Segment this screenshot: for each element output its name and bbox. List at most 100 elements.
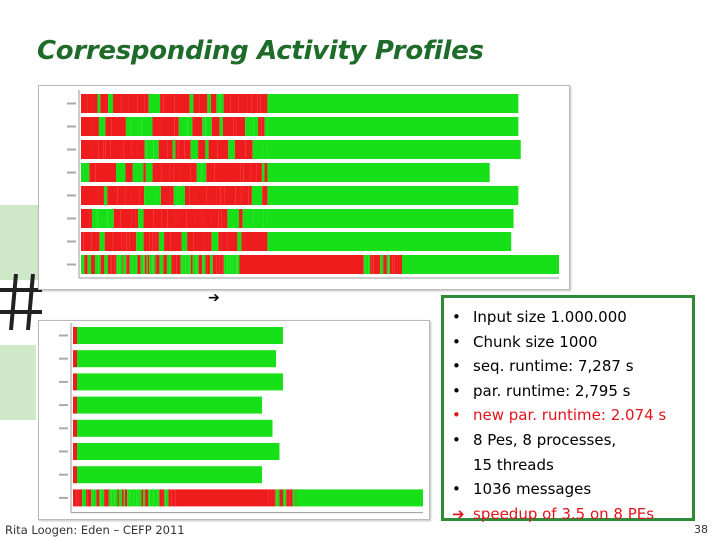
activity-segment [229, 163, 241, 182]
activity-segment [152, 163, 162, 182]
activity-segment [178, 209, 187, 228]
row-label-mark [59, 357, 68, 360]
row-label-mark [59, 380, 68, 383]
activity-segment [136, 232, 144, 251]
activity-segment [155, 232, 159, 251]
activity-segment [176, 255, 181, 274]
activity-segment [125, 163, 133, 182]
activity-segment [82, 255, 85, 274]
row-label-mark [67, 217, 76, 220]
activity-segment [114, 489, 118, 507]
activity-segment [174, 117, 179, 136]
activity-segment [152, 255, 154, 274]
activity-segment [153, 209, 162, 228]
activity-segment [188, 255, 191, 274]
activity-segment [105, 489, 109, 507]
activity-segment [111, 255, 115, 274]
info-item-threads: 15 threads [473, 455, 554, 474]
activity-segment [118, 489, 122, 507]
activity-segment [77, 466, 262, 484]
row-label-mark [59, 450, 68, 453]
activity-segment [224, 186, 236, 205]
activity-segment [137, 140, 145, 159]
activity-segment [194, 117, 203, 136]
activity-segment [267, 117, 519, 136]
activity-segment [222, 117, 234, 136]
page-number: 38 [694, 523, 708, 536]
activity-segment [251, 186, 263, 205]
activity-segment [234, 255, 237, 274]
activity-segment [123, 232, 127, 251]
activity-segment [223, 94, 231, 113]
activity-segment [401, 255, 559, 274]
activity-segment [262, 186, 268, 205]
activity-segment [392, 255, 395, 274]
activity-segment [205, 255, 208, 274]
activity-segment [130, 186, 140, 205]
activity-segment [116, 117, 126, 136]
activity-segment [202, 255, 206, 274]
activity-segment [81, 94, 88, 113]
activity-segment [146, 140, 154, 159]
activity-segment [207, 94, 211, 113]
slide-title: Corresponding Activity Profiles [37, 36, 484, 66]
activity-segment [139, 186, 145, 205]
activity-segment [116, 255, 118, 274]
activity-segment [91, 209, 98, 228]
activity-segment [210, 209, 219, 228]
activity-segment [77, 419, 273, 437]
activity-segment [196, 163, 202, 182]
activity-segment [175, 140, 179, 159]
activity-segment [219, 94, 224, 113]
activity-segment [202, 117, 206, 136]
activity-segment [91, 489, 94, 507]
activity-segment [119, 255, 123, 274]
activity-segment [236, 255, 238, 274]
activity-segment [99, 232, 105, 251]
info-item-new-par-runtime: • new par. runtime: 2.074 s [452, 406, 667, 425]
activity-segment [83, 232, 92, 251]
activity-segment [292, 489, 296, 507]
activity-segment [239, 209, 243, 228]
activity-segment [244, 232, 255, 251]
activity-segment [216, 94, 220, 113]
activity-segment [164, 232, 171, 251]
activity-segment [286, 489, 290, 507]
activity-segment [174, 209, 179, 228]
activity-segment [144, 186, 156, 205]
activity-segment [149, 255, 153, 274]
activity-segment [96, 489, 100, 507]
activity-segment [89, 163, 96, 182]
row-label-mark [67, 194, 76, 197]
activity-segment [81, 232, 84, 251]
activity-segment [91, 94, 98, 113]
activity-segment [143, 163, 146, 182]
activity-segment [173, 255, 177, 274]
activity-segment [169, 163, 174, 182]
activity-segment [158, 140, 168, 159]
activity-segment [258, 117, 262, 136]
activity-segment [95, 163, 108, 182]
activity-segment [159, 489, 163, 507]
activity-segment [220, 186, 225, 205]
activity-segment [73, 466, 77, 484]
activity-segment [365, 255, 369, 274]
activity-segment [237, 255, 240, 274]
activity-segment [211, 232, 219, 251]
activity-segment [210, 255, 213, 274]
activity-segment [135, 489, 137, 507]
activity-segment [129, 489, 134, 507]
activity-segment [99, 489, 101, 507]
decorative-green-block [0, 345, 36, 420]
activity-segment [207, 255, 211, 274]
activity-segment [98, 117, 106, 136]
activity-segment [284, 489, 287, 507]
activity-segment [140, 255, 144, 274]
activity-segment [194, 186, 207, 205]
activity-segment [130, 117, 142, 136]
activity-segment [230, 255, 233, 274]
info-item-par-runtime: • par. runtime: 2,795 s [452, 381, 631, 400]
activity-segment [152, 232, 156, 251]
info-item-messages: • 1036 messages [452, 480, 592, 499]
activity-segment [247, 94, 252, 113]
